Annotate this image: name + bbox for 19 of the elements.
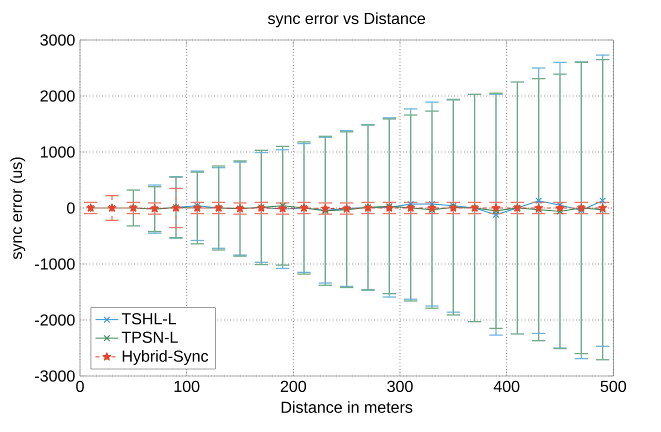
x-tick-label: 400 [494,380,520,392]
chart-title: sync error vs Distance [268,12,426,28]
y-axis-title: sync error (us) [10,157,26,260]
x-axis-title: Distance in meters [282,401,412,413]
y-tick-label: -3000 [35,370,75,382]
x-tick-label: 500 [600,380,626,392]
x-tick-label: 0 [76,380,84,392]
y-tick-label: -1000 [35,258,75,270]
y-tick-label: -2000 [35,314,75,326]
legend-label: TPSN-L [122,332,178,343]
legend-label: TSHL-L [122,313,176,324]
y-tick-label: 0 [67,202,75,214]
x-tick-label: 300 [387,380,413,392]
y-tick-label: 1000 [40,146,75,158]
y-tick-label: 2000 [40,90,75,102]
y-tick-label: 3000 [40,34,75,46]
legend-label: Hybrid-Sync [122,350,208,365]
x-tick-label: 100 [174,380,200,392]
x-tick-label: 200 [280,380,306,392]
